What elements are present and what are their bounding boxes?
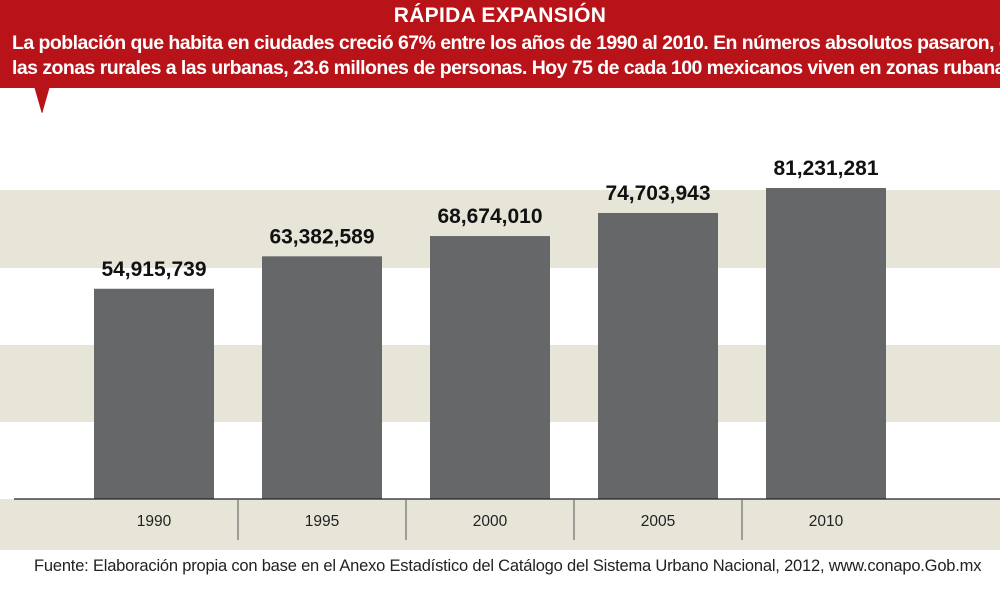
header-banner [0,0,1000,88]
chart-title: RÁPIDA EXPANSIÓN [393,4,607,27]
background-band [0,113,1000,190]
bar-2005 [598,212,718,499]
x-tick-label: 2005 [641,513,675,530]
x-tick-label: 1995 [305,513,339,530]
bar-1995 [262,256,382,499]
bar-2000 [430,236,550,499]
x-tick-label: 2010 [809,513,844,530]
value-label: 68,674,010 [437,205,542,228]
header-pointer [34,86,50,114]
source-note: Fuente: Elaboración propia con base en e… [34,557,982,575]
bar-2010 [766,188,886,499]
subtitle-line-2: las zonas rurales a las urbanas, 23.6 mi… [12,57,1000,79]
bar-1990 [94,288,214,499]
value-label: 74,703,943 [605,182,710,205]
chart-subtitle: La población que habita en ciudades crec… [12,31,1000,81]
value-label: 81,231,281 [773,157,878,180]
bar-chart: 54,915,739 63,382,589 68,674,010 74,703,943… [0,113,1000,550]
value-label: 63,382,589 [269,225,374,248]
background-band [0,499,1000,550]
x-tick-label: 2000 [473,513,508,530]
x-tick-label: 1990 [137,513,172,530]
subtitle-line-1: La población que habita en ciudades crec… [12,32,1000,54]
value-label: 54,915,739 [101,258,206,281]
